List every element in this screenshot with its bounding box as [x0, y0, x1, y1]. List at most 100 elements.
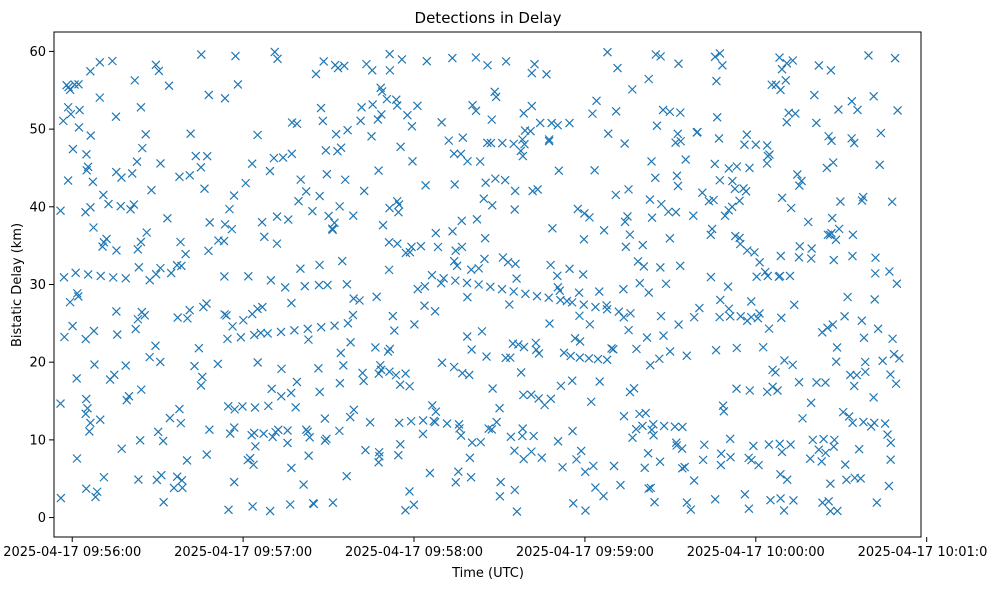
- detection-point: [431, 407, 441, 417]
- detection-point: [75, 105, 84, 115]
- detection-point: [510, 205, 520, 214]
- detection-point: [857, 316, 867, 326]
- detection-point: [81, 394, 91, 404]
- detection-point: [392, 239, 402, 249]
- detection-point: [675, 261, 685, 271]
- detection-point: [82, 149, 91, 159]
- detection-point: [588, 461, 598, 471]
- detection-point: [176, 418, 186, 428]
- detection-point: [755, 309, 764, 318]
- detection-point: [591, 302, 600, 312]
- detection-point: [558, 462, 567, 472]
- detection-point: [880, 419, 890, 428]
- detection-point: [466, 265, 476, 275]
- detection-point: [462, 292, 472, 302]
- detection-point: [450, 276, 460, 286]
- detection-point: [567, 376, 577, 386]
- detection-point: [665, 347, 675, 356]
- detection-point: [307, 206, 317, 216]
- detection-point: [172, 260, 182, 270]
- detection-point: [401, 369, 410, 378]
- detection-point: [155, 357, 165, 367]
- detection-point: [278, 153, 288, 162]
- detection-point: [213, 359, 223, 369]
- detection-point: [159, 497, 169, 507]
- plot-area: [53, 31, 922, 538]
- detection-point: [416, 241, 426, 251]
- detection-point: [342, 471, 352, 481]
- detection-point: [491, 92, 501, 102]
- detection-point: [59, 272, 69, 282]
- detection-point: [884, 267, 894, 276]
- detection-point: [724, 164, 734, 173]
- detection-point: [518, 424, 528, 433]
- detection-point: [272, 212, 282, 221]
- detection-point: [405, 381, 415, 391]
- detection-point: [444, 136, 454, 146]
- detection-point: [850, 473, 860, 483]
- detection-point: [891, 379, 901, 389]
- detection-point: [767, 80, 777, 90]
- x-tick-label: 2025-04-17 10:01:00: [858, 545, 988, 560]
- detection-point: [790, 109, 800, 118]
- detection-point: [575, 337, 585, 346]
- detection-point: [554, 166, 564, 176]
- detection-point: [847, 133, 857, 143]
- detection-point: [781, 75, 791, 85]
- detection-point: [418, 429, 428, 439]
- detection-point: [204, 425, 214, 435]
- detection-point: [859, 417, 868, 427]
- detection-point: [137, 143, 147, 153]
- detection-point: [393, 450, 403, 460]
- detection-point: [638, 421, 647, 431]
- detection-point: [451, 246, 461, 256]
- detection-point: [585, 212, 594, 222]
- detection-point: [578, 270, 588, 279]
- detection-point: [774, 272, 784, 282]
- detection-point: [395, 439, 405, 449]
- detection-point: [859, 333, 869, 343]
- detection-point: [568, 498, 578, 508]
- detection-point: [869, 393, 879, 402]
- detection-point: [104, 199, 113, 209]
- detection-point: [773, 386, 782, 395]
- detection-point: [533, 185, 543, 194]
- detection-point: [870, 268, 880, 278]
- detection-point: [481, 178, 491, 188]
- detection-point: [256, 328, 266, 338]
- detection-point: [826, 65, 836, 75]
- detection-point: [785, 271, 795, 281]
- detection-point: [151, 341, 160, 351]
- detection-point: [204, 246, 213, 256]
- detection-point: [624, 184, 633, 194]
- detection-point: [777, 64, 787, 74]
- detection-point: [537, 453, 547, 463]
- detection-point: [133, 314, 143, 324]
- detection-point: [623, 212, 632, 221]
- detection-point: [477, 326, 487, 336]
- detection-point: [280, 282, 290, 292]
- detection-point: [648, 419, 658, 429]
- detection-point: [766, 495, 775, 505]
- detection-point: [472, 214, 482, 224]
- detection-point: [585, 319, 595, 329]
- detection-point: [340, 175, 350, 185]
- detection-point: [270, 47, 280, 57]
- detection-point: [638, 240, 648, 250]
- detection-point: [225, 204, 234, 214]
- detection-point: [659, 331, 668, 341]
- detection-point: [323, 280, 332, 290]
- detection-point: [336, 348, 346, 358]
- detection-point: [788, 360, 798, 370]
- detection-point: [825, 506, 835, 516]
- detection-point: [529, 431, 539, 441]
- detection-point: [204, 90, 214, 100]
- detection-point: [658, 105, 668, 115]
- detection-point: [453, 467, 463, 477]
- detection-point: [249, 460, 258, 470]
- detection-point: [269, 153, 279, 163]
- detection-point: [869, 418, 879, 428]
- detection-point: [96, 271, 106, 281]
- detection-point: [711, 345, 721, 355]
- detection-point: [532, 291, 542, 301]
